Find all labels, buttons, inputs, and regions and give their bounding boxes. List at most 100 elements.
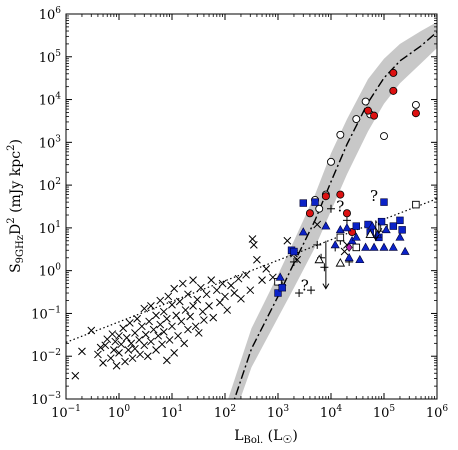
blue-square-marker	[380, 198, 388, 206]
x-tick-label: 105	[373, 404, 396, 421]
x-marker	[115, 348, 123, 357]
x-marker	[340, 247, 349, 256]
x-marker	[170, 348, 179, 357]
y-tick-label: 102	[39, 177, 61, 194]
red-circle-marker	[389, 68, 398, 77]
plus-marker	[342, 216, 351, 225]
x-marker	[194, 329, 203, 337]
x-marker	[249, 241, 258, 249]
blue-square-marker	[290, 247, 298, 256]
x-marker	[198, 307, 207, 316]
blue-square-marker	[311, 198, 319, 206]
open-circle-marker	[352, 115, 361, 124]
x-marker	[168, 300, 176, 309]
x-marker	[108, 330, 117, 338]
question-mark-annotation: ?	[370, 187, 378, 205]
axis-ticks-layer: 10−1 100 101 102 103 104 105 106 10−3 10−2 10−1 100…	[31, 6, 448, 421]
x-marker	[184, 325, 192, 334]
x-marker	[253, 255, 261, 264]
y-tick-label: 106	[39, 6, 62, 23]
x-marker	[159, 328, 168, 336]
blue-square-marker	[396, 216, 404, 225]
x-marker	[221, 292, 229, 301]
x-marker	[237, 294, 245, 303]
x-tick-label: 103	[267, 404, 290, 421]
x-marker	[170, 284, 179, 293]
shaded-band	[228, 22, 437, 399]
x-marker	[112, 361, 121, 370]
x-marker	[94, 350, 102, 359]
blue-triangle-marker	[344, 252, 354, 262]
plus-marker	[327, 204, 335, 213]
x-marker	[205, 302, 213, 310]
upper-limit-arrow	[322, 240, 330, 290]
open-circle-marker	[315, 204, 324, 213]
y-tick-label: 101	[39, 220, 61, 237]
blue-square-marker	[299, 199, 307, 207]
x-marker	[141, 330, 150, 339]
x-marker	[248, 235, 257, 243]
x-marker	[147, 302, 155, 310]
x-tick-label: 10−1	[51, 404, 81, 421]
red-circle-marker	[370, 111, 379, 120]
plus-marker	[313, 240, 322, 249]
x-marker	[78, 347, 86, 356]
x-marker	[216, 298, 224, 307]
blue-square-marker	[274, 289, 282, 297]
x-marker	[133, 314, 142, 323]
x-marker	[189, 276, 197, 285]
magenta-diamond-marker	[345, 242, 353, 252]
x-marker	[189, 302, 197, 310]
x-marker	[121, 357, 129, 366]
question-mark-annotation: ?	[301, 277, 309, 295]
plot-frame	[65, 13, 438, 400]
x-marker	[140, 304, 149, 313]
red-circle-marker	[305, 209, 314, 218]
blue-triangle-marker	[379, 242, 389, 251]
x-marker	[186, 312, 195, 321]
red-circle-marker	[364, 106, 373, 115]
x-marker	[181, 306, 190, 314]
svg-text:S9GHzD2 (mJy kpc2): S9GHzD2 (mJy kpc2)	[6, 139, 26, 273]
blue-triangle-marker	[342, 223, 352, 232]
x-marker	[193, 295, 202, 304]
blue-triangle-marker	[335, 225, 345, 234]
x-marker	[262, 265, 271, 273]
x-marker	[159, 307, 168, 316]
x-marker	[234, 274, 243, 283]
x-tick-label: 100	[108, 404, 131, 421]
x-marker	[115, 331, 123, 340]
red-circle-marker	[342, 209, 351, 218]
blue-square-marker	[352, 222, 360, 230]
open-triangle-marker	[365, 229, 376, 238]
reference-lines-layer	[66, 31, 437, 399]
x-marker	[184, 290, 192, 299]
x-marker	[227, 281, 235, 290]
x-marker	[101, 341, 110, 350]
y-tick-label: 104	[39, 92, 62, 109]
x-marker	[127, 339, 136, 348]
annotation-layer: ???	[301, 187, 383, 295]
x-marker	[145, 317, 153, 326]
x-marker	[152, 311, 160, 320]
x-marker	[117, 340, 126, 349]
x-marker	[138, 322, 146, 331]
blue-square-marker	[389, 222, 398, 230]
y-tick-label: 10−1	[31, 305, 61, 322]
upper-limit-arrow	[372, 220, 380, 242]
x-marker	[177, 317, 186, 326]
blue-triangle-marker	[298, 227, 308, 236]
x-tick-label: 104	[320, 404, 343, 421]
red-circle-marker	[389, 86, 398, 95]
data-points-layer	[71, 68, 420, 380]
x-marker	[106, 354, 115, 363]
x-marker	[223, 306, 232, 314]
x-marker	[283, 236, 292, 245]
x-marker	[242, 270, 250, 279]
svg-text:LBol. (L☉): LBol. (L☉)	[234, 428, 298, 446]
x-marker	[131, 329, 139, 337]
blue-triangle-marker	[395, 232, 405, 241]
x-marker	[125, 319, 134, 327]
blue-square-marker	[377, 217, 386, 226]
x-marker	[246, 286, 255, 295]
